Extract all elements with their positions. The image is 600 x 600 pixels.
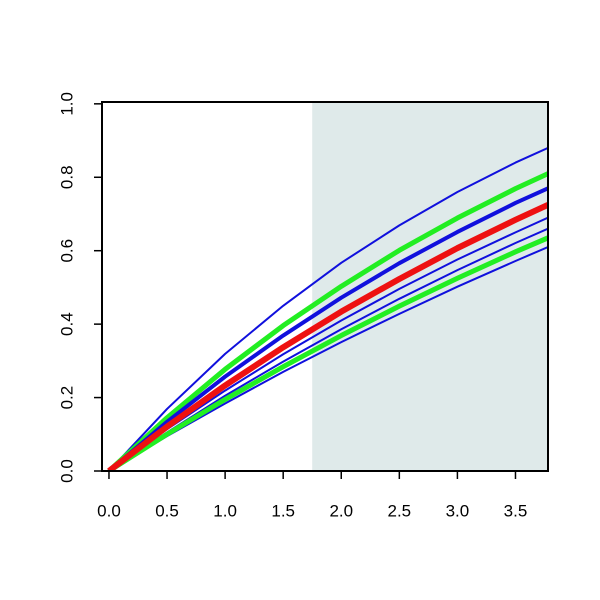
y-tick-label: 0.4 [57,312,76,336]
y-tick-label: 0.2 [57,386,76,410]
y-tick-label: 1.0 [57,92,76,116]
x-tick-label: 2.0 [329,501,353,520]
y-tick-label: 0.6 [57,239,76,263]
shaded-region [312,102,548,471]
plot-box [101,101,549,472]
line-series [108,146,548,471]
plot-area [107,146,548,471]
x-tick-label: 1.0 [213,501,237,520]
y-tick-label: 0.0 [57,459,76,483]
x-tick-label: 3.5 [504,501,528,520]
line-series [107,186,548,471]
line-series [107,235,548,471]
x-tick-label: 2.5 [388,501,412,520]
x-tick-label: 3.0 [446,501,470,520]
y-tick-label: 0.8 [57,165,76,189]
x-tick-label: 0.5 [155,501,179,520]
line-series [107,171,548,471]
line-series [107,202,548,471]
x-tick-label: 1.5 [271,501,295,520]
x-tick-label: 0.0 [97,501,121,520]
